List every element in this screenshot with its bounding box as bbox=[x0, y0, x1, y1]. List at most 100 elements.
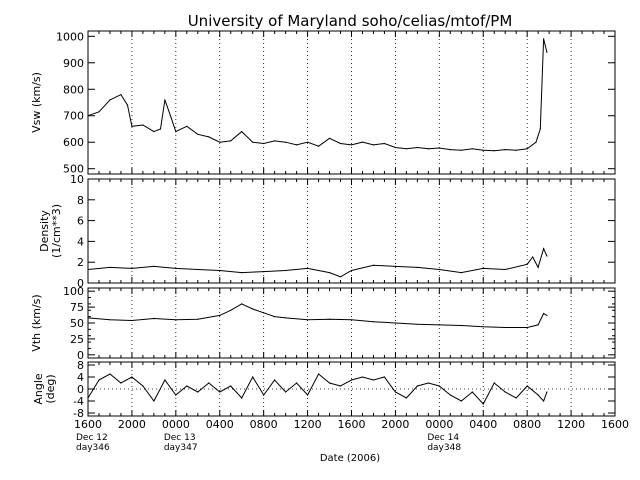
data-point bbox=[252, 141, 254, 143]
data-point bbox=[438, 324, 440, 326]
data-point bbox=[241, 397, 243, 399]
data-point bbox=[142, 385, 144, 387]
y-tick-label: -4 bbox=[73, 395, 84, 408]
data-point bbox=[263, 271, 265, 273]
y-tick-label: 2 bbox=[77, 256, 84, 269]
data-point bbox=[504, 149, 506, 151]
data-point bbox=[350, 319, 353, 321]
data-point bbox=[318, 145, 320, 147]
y-axis-label: Vth (km/s) bbox=[30, 294, 43, 351]
data-point bbox=[535, 141, 537, 143]
y-axis-label: Vsw (km/s) bbox=[30, 72, 43, 133]
data-point bbox=[427, 382, 429, 384]
data-point bbox=[493, 150, 495, 152]
data-point bbox=[241, 272, 243, 274]
data-point bbox=[175, 394, 177, 396]
data-point bbox=[471, 148, 473, 150]
date-label: Dec 13 bbox=[164, 433, 196, 443]
data-point bbox=[546, 255, 548, 257]
data-point bbox=[449, 394, 451, 396]
data-point bbox=[546, 391, 548, 393]
data-point bbox=[153, 400, 155, 402]
data-point bbox=[153, 317, 155, 320]
data-point bbox=[339, 385, 342, 387]
data-point bbox=[482, 267, 484, 269]
x-axis: 1600 2000 0000 0400 0800 1200 1600 2000 0000 0400… bbox=[74, 418, 629, 453]
date-label: Dec 12 bbox=[76, 433, 108, 443]
data-point bbox=[87, 317, 89, 319]
data-point bbox=[197, 268, 199, 271]
data-point bbox=[318, 373, 320, 375]
data-point bbox=[383, 142, 385, 145]
x-tick-label: 0000 bbox=[425, 418, 453, 431]
data-point bbox=[131, 125, 133, 127]
data-point bbox=[186, 125, 188, 127]
data-point bbox=[427, 148, 429, 150]
data-point bbox=[164, 379, 166, 381]
data-point bbox=[328, 382, 331, 384]
data-point bbox=[537, 324, 539, 326]
data-point bbox=[526, 385, 528, 387]
data-point bbox=[482, 403, 484, 405]
x-tick-label: 0400 bbox=[469, 418, 497, 431]
data-point bbox=[504, 326, 506, 329]
data-point bbox=[307, 141, 309, 143]
data-point bbox=[131, 319, 133, 322]
data-point bbox=[98, 111, 100, 113]
data-point bbox=[515, 397, 517, 399]
data-point bbox=[416, 385, 418, 387]
series-line-0-0 bbox=[87, 38, 548, 152]
data-point bbox=[350, 144, 353, 146]
y-tick-label: 8 bbox=[77, 359, 84, 372]
data-point bbox=[219, 391, 221, 393]
data-point bbox=[285, 391, 287, 393]
data-point bbox=[164, 99, 166, 101]
data-point bbox=[328, 272, 331, 274]
data-point bbox=[543, 38, 545, 40]
data-point bbox=[230, 140, 232, 142]
y-tick-label: 600 bbox=[63, 136, 84, 149]
data-point bbox=[438, 268, 440, 271]
y-tick-label: 0 bbox=[77, 277, 84, 290]
data-point bbox=[372, 144, 375, 146]
data-point bbox=[87, 397, 89, 399]
data-point bbox=[460, 400, 462, 402]
data-point bbox=[328, 318, 331, 320]
data-point bbox=[263, 312, 265, 314]
data-point bbox=[394, 265, 396, 267]
data-point bbox=[339, 142, 342, 145]
data-point bbox=[197, 318, 199, 320]
panel-0: 500 600 700 800 900 1000 Vsw (km/s) bbox=[30, 30, 616, 176]
x-tick-label: 1200 bbox=[294, 418, 322, 431]
data-point bbox=[170, 117, 172, 119]
data-point bbox=[350, 269, 353, 272]
x-tick-label: 1600 bbox=[338, 418, 366, 431]
data-point bbox=[263, 394, 265, 396]
y-tick-label: 10 bbox=[70, 173, 84, 186]
data-point bbox=[482, 326, 484, 328]
data-point bbox=[471, 391, 473, 393]
y-tick-label: 50 bbox=[70, 317, 84, 330]
data-point bbox=[515, 149, 517, 151]
x-axis-label: Date (2006) bbox=[320, 453, 380, 464]
doy-label: day346 bbox=[76, 443, 110, 453]
data-point bbox=[175, 267, 177, 269]
data-point bbox=[361, 141, 364, 143]
data-point bbox=[543, 248, 545, 250]
data-point bbox=[159, 128, 162, 130]
data-point bbox=[543, 312, 545, 315]
data-point bbox=[263, 142, 265, 145]
date-label: Dec 14 bbox=[427, 433, 459, 443]
data-point bbox=[416, 323, 418, 325]
panel-2: 0 25 50 75 100 Vth (km/s) bbox=[30, 285, 616, 362]
data-point bbox=[539, 128, 541, 130]
data-point bbox=[307, 267, 309, 269]
data-point bbox=[296, 382, 298, 384]
data-point bbox=[460, 324, 462, 327]
data-point bbox=[285, 141, 287, 143]
x-tick-label: 0000 bbox=[162, 418, 190, 431]
axis-box bbox=[87, 287, 616, 359]
data-point bbox=[274, 140, 276, 142]
